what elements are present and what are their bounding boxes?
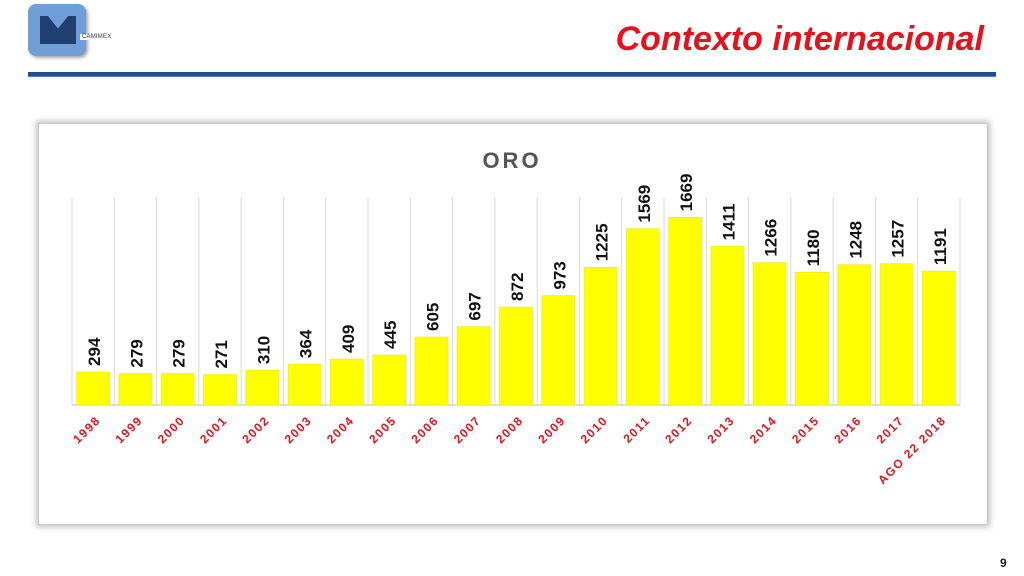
x-tick-label: 2004	[324, 413, 357, 446]
bar-2016	[837, 264, 872, 406]
data-label: 1191	[931, 228, 950, 265]
x-tick-label: 2001	[197, 413, 230, 446]
data-label: 445	[381, 321, 400, 349]
x-tick-label: 2006	[409, 413, 442, 446]
bar-2006	[414, 336, 449, 406]
bar-2017	[879, 263, 914, 406]
data-label: 271	[212, 340, 231, 368]
data-label: 310	[254, 336, 273, 364]
bar-2007	[456, 326, 491, 406]
bar-2012	[668, 217, 702, 406]
bar-2000	[160, 373, 195, 406]
data-label: 1266	[762, 219, 781, 257]
data-label: 1669	[677, 174, 696, 212]
data-label: 605	[423, 303, 442, 331]
bar-1999	[118, 373, 153, 406]
page-number: 9	[1000, 556, 1007, 570]
x-tick-label: 2013	[705, 413, 738, 446]
data-label: 1248	[846, 221, 865, 259]
data-label: 1225	[593, 223, 612, 261]
x-tick-label: 2000	[155, 413, 188, 446]
bar-2009	[541, 295, 576, 406]
x-tick-label: 2005	[366, 413, 399, 446]
data-label: 364	[297, 329, 316, 358]
x-tick-label: 1998	[70, 413, 103, 446]
bar-2003	[287, 363, 322, 406]
bar-1998	[76, 371, 110, 406]
x-tick-label: 2003	[282, 413, 315, 446]
logo-text: CAMIMEX	[80, 34, 114, 40]
x-tick-label: 2009	[535, 413, 568, 446]
x-tick-label: 2012	[662, 413, 695, 446]
data-label: 279	[170, 339, 189, 367]
bar-2008	[499, 306, 533, 406]
bar-2015	[795, 272, 829, 406]
x-tick-label: 2015	[789, 413, 822, 446]
data-label: 697	[466, 292, 485, 320]
bar-2013	[710, 246, 745, 406]
bar-2002	[245, 369, 280, 406]
page-title: Contexto internacional	[615, 20, 984, 58]
data-label: 1569	[635, 185, 654, 223]
x-tick-label: 2010	[578, 413, 611, 446]
x-tick-label: 2014	[747, 413, 780, 446]
data-label: 279	[127, 339, 146, 367]
bar-ago-22-2018	[922, 270, 956, 406]
bar-2005	[372, 354, 406, 406]
data-label: 294	[85, 337, 104, 366]
bar-2010	[583, 267, 618, 406]
data-label: 872	[508, 273, 527, 301]
chart-title: ORO	[482, 148, 541, 173]
x-tick-label: 2011	[620, 413, 653, 446]
bar-2004	[330, 358, 364, 406]
data-label: 973	[550, 261, 569, 289]
x-tick-label: 2016	[831, 413, 864, 446]
bar-2014	[752, 262, 787, 406]
x-tick-label: 1999	[113, 413, 146, 446]
data-label: 1257	[889, 220, 908, 258]
data-label: 409	[339, 325, 358, 353]
bar-2011	[626, 228, 660, 406]
data-label: 1411	[719, 203, 738, 240]
x-tick-label: 2017	[874, 413, 907, 446]
x-tick-label: 2007	[451, 413, 484, 446]
camimex-logo: CAMIMEX	[28, 4, 114, 60]
x-tick-label: 2008	[493, 413, 526, 446]
logo-box	[28, 4, 86, 56]
data-label: 1180	[804, 229, 823, 266]
title-rule	[28, 72, 996, 77]
bar-2001	[203, 374, 237, 406]
x-tick-label: 2002	[239, 413, 272, 446]
